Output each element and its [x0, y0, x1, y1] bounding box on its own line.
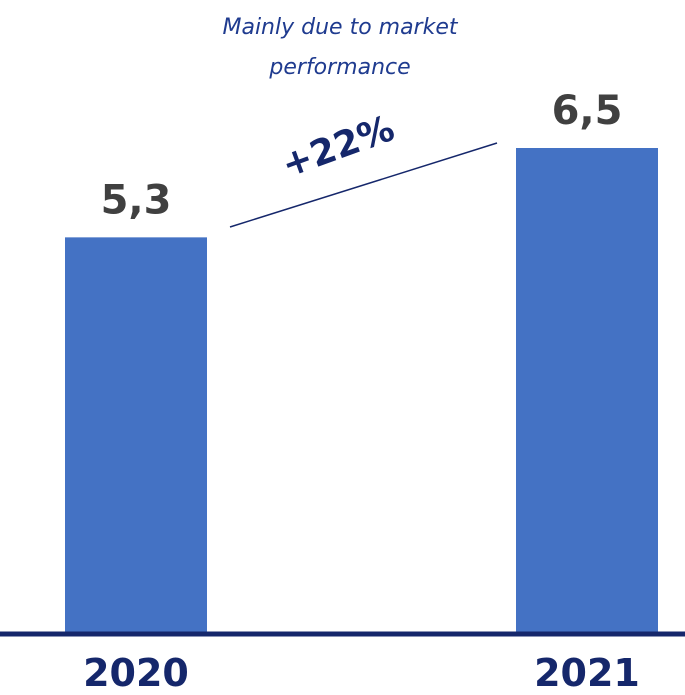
- bar-2020: [65, 237, 207, 632]
- note-line-2: performance: [268, 55, 410, 80]
- category-label-2020: 2020: [83, 651, 189, 695]
- growth-label: +22%: [276, 108, 399, 186]
- note-line-1: Mainly due to market: [222, 15, 458, 40]
- bars-layer: [65, 148, 658, 632]
- value-label-2021: 6,5: [552, 88, 623, 134]
- growth-line: [229, 142, 498, 228]
- category-label-2021: 2021: [534, 651, 640, 695]
- bar-2021: [516, 148, 658, 632]
- value-label-2020: 5,3: [101, 177, 172, 223]
- labels-layer: 5,3 2020 6,5 2021: [83, 88, 640, 695]
